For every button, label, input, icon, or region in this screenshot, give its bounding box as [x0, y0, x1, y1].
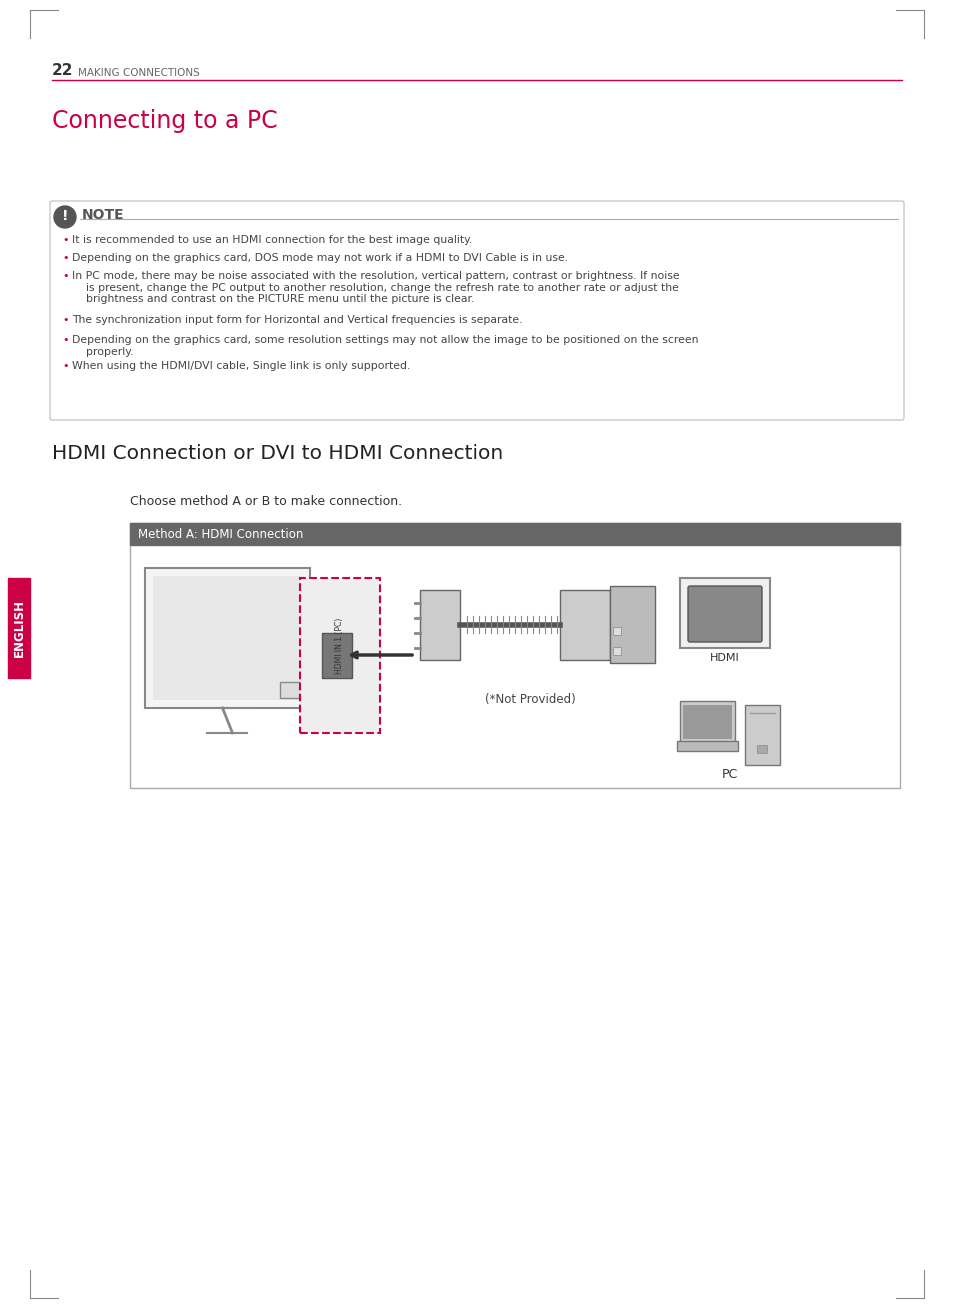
- Circle shape: [54, 205, 76, 228]
- Text: •: •: [62, 271, 69, 281]
- Bar: [299, 578, 379, 732]
- Bar: [130, 523, 899, 545]
- Text: Depending on the graphics card, some resolution settings may not allow the image: Depending on the graphics card, some res…: [71, 335, 698, 357]
- Text: It is recommended to use an HDMI connection for the best image quality.: It is recommended to use an HDMI connect…: [71, 235, 472, 245]
- Bar: [682, 705, 731, 739]
- FancyBboxPatch shape: [687, 586, 761, 642]
- Text: 22: 22: [52, 63, 73, 78]
- Text: Choose method A or B to make connection.: Choose method A or B to make connection.: [130, 494, 402, 508]
- Text: Method A: HDMI Connection: Method A: HDMI Connection: [138, 527, 303, 540]
- Text: •: •: [62, 361, 69, 371]
- Text: HDMI Connection or DVI to HDMI Connection: HDMI Connection or DVI to HDMI Connectio…: [52, 443, 503, 463]
- Bar: [744, 705, 780, 765]
- Bar: [609, 586, 655, 663]
- Text: Connecting to a PC: Connecting to a PC: [52, 109, 277, 133]
- Bar: [757, 746, 766, 753]
- Text: (*Not Provided): (*Not Provided): [484, 693, 575, 706]
- Text: HDMI IN 1 (PC): HDMI IN 1 (PC): [335, 617, 344, 674]
- Text: MAKING CONNECTIONS: MAKING CONNECTIONS: [78, 68, 199, 78]
- Bar: [280, 681, 302, 698]
- Text: The synchronization input form for Horizontal and Vertical frequencies is separa: The synchronization input form for Horiz…: [71, 315, 522, 324]
- Bar: [559, 590, 609, 661]
- FancyBboxPatch shape: [130, 523, 899, 787]
- Text: In PC mode, there may be noise associated with the resolution, vertical pattern,: In PC mode, there may be noise associate…: [71, 271, 679, 305]
- Bar: [419, 590, 459, 661]
- Text: •: •: [62, 235, 69, 245]
- Bar: [145, 568, 310, 708]
- Text: •: •: [62, 315, 69, 324]
- Text: HDMI: HDMI: [709, 653, 740, 663]
- Text: ENGLISH: ENGLISH: [12, 599, 26, 657]
- Text: •: •: [62, 252, 69, 263]
- Bar: [322, 633, 352, 678]
- Bar: [613, 647, 620, 655]
- Bar: [8, 578, 30, 678]
- Bar: [677, 742, 738, 751]
- Text: !: !: [62, 209, 69, 222]
- Bar: [152, 576, 302, 700]
- Text: PC: PC: [721, 768, 738, 781]
- Text: Depending on the graphics card, DOS mode may not work if a HDMI to DVI Cable is : Depending on the graphics card, DOS mode…: [71, 252, 568, 263]
- Bar: [613, 627, 620, 634]
- Bar: [679, 578, 769, 647]
- Text: NOTE: NOTE: [82, 208, 125, 222]
- Bar: [679, 701, 734, 743]
- Text: •: •: [62, 335, 69, 345]
- FancyBboxPatch shape: [50, 201, 903, 420]
- Text: When using the HDMI/DVI cable, Single link is only supported.: When using the HDMI/DVI cable, Single li…: [71, 361, 410, 371]
